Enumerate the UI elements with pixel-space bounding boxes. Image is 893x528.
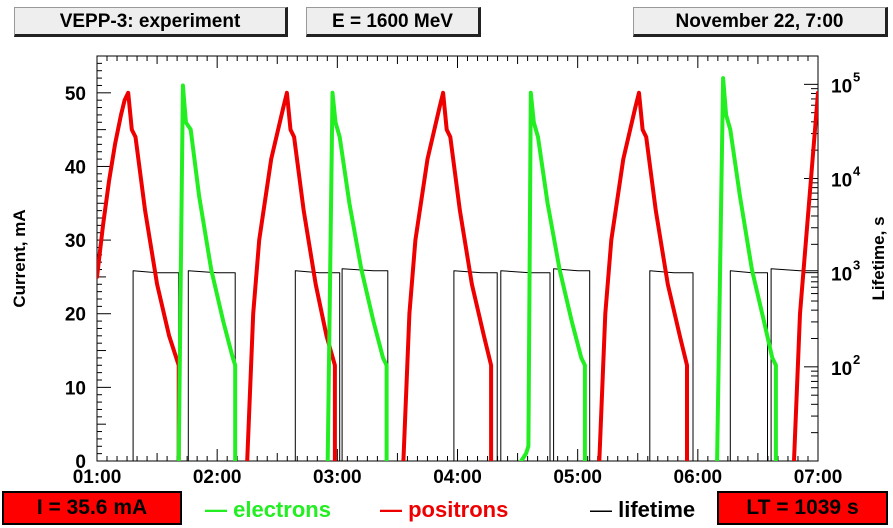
y2-axis-label: Lifetime, s bbox=[869, 216, 888, 300]
series-electrons-segment bbox=[715, 76, 778, 461]
y2-tick-exp: 5 bbox=[853, 69, 860, 84]
series-positrons-segment bbox=[597, 90, 689, 461]
series-lifetime-segment bbox=[553, 268, 591, 461]
x-tick-label: 03:00 bbox=[313, 467, 362, 488]
lifetime-status-box: LT = 1039 s bbox=[717, 491, 888, 525]
x-axis: 01:00 02:00 03:00 04:00 05:00 06:00 07:00 bbox=[73, 56, 843, 488]
x-tick-label: 01:00 bbox=[73, 467, 122, 488]
series-lifetime-segment bbox=[500, 270, 551, 461]
legend-electrons: — electrons bbox=[205, 497, 331, 523]
series-lifetime-segment bbox=[453, 270, 498, 461]
x-tick-label: 06:00 bbox=[674, 467, 723, 488]
y-tick-label: 20 bbox=[65, 305, 86, 326]
y2-tick-exp: 2 bbox=[853, 352, 860, 367]
datetime-box: November 22, 7:00 bbox=[633, 7, 888, 37]
y2-tick-base: 10 bbox=[831, 76, 852, 97]
x-tick-label: 02:00 bbox=[193, 467, 242, 488]
experiment-title: VEPP-3: experiment bbox=[59, 11, 241, 32]
series-electrons-segment bbox=[325, 90, 389, 461]
current-value: I = 35.6 mA bbox=[36, 496, 148, 519]
beam-energy: E = 1600 MeV bbox=[332, 11, 453, 32]
y2-tick-base: 10 bbox=[831, 359, 852, 380]
lifetime-value: LT = 1039 s bbox=[746, 496, 859, 519]
current-lifetime-chart: 01:00 02:00 03:00 04:00 05:00 06:00 07:0001020… bbox=[10, 55, 888, 488]
datetime-label: November 22, 7:00 bbox=[675, 11, 844, 32]
series-positrons-segment bbox=[245, 90, 337, 461]
plot-frame bbox=[96, 55, 819, 462]
y-tick-label: 0 bbox=[75, 452, 86, 473]
y2-tick-label: 10 5 bbox=[831, 69, 860, 97]
y-axis-label: Current, mA bbox=[10, 209, 29, 307]
series-positrons-segment bbox=[792, 90, 818, 461]
series-lifetime-segment bbox=[770, 268, 818, 461]
y2-tick-label: 10 4 bbox=[831, 164, 861, 192]
x-tick-label: 04:00 bbox=[433, 467, 482, 488]
series-lifetime-segment bbox=[341, 268, 389, 461]
series-lifetime-segment bbox=[729, 270, 768, 461]
series-lifetime-segment bbox=[132, 270, 180, 461]
current-status-box: I = 35.6 mA bbox=[2, 491, 182, 525]
y-tick-label: 30 bbox=[65, 231, 86, 252]
series-lifetime-segment bbox=[294, 270, 341, 461]
series-positrons-segment bbox=[97, 90, 181, 461]
y-tick-label: 10 bbox=[65, 378, 86, 399]
legend-positrons-label: — positrons bbox=[380, 497, 509, 522]
legend-electrons-label: — electrons bbox=[205, 497, 331, 522]
series-electrons bbox=[176, 76, 778, 461]
x-tick-label: 07:00 bbox=[794, 467, 843, 488]
y2-tick-label: 10 2 bbox=[831, 352, 860, 380]
series-electrons-segment bbox=[519, 90, 587, 461]
legend-lifetime: — lifetime bbox=[590, 497, 695, 523]
energy-box: E = 1600 MeV bbox=[306, 7, 481, 37]
series-electrons-segment bbox=[176, 83, 238, 461]
y2-tick-exp: 3 bbox=[853, 258, 860, 273]
y2-tick-label: 10 3 bbox=[831, 258, 860, 286]
x-tick-label: 05:00 bbox=[553, 467, 602, 488]
y-tick-label: 50 bbox=[65, 84, 86, 105]
y2-tick-base: 10 bbox=[831, 265, 852, 286]
series-lifetime-segment bbox=[187, 270, 236, 461]
legend-lifetime-label: lifetime bbox=[618, 497, 696, 522]
y2-tick-base: 10 bbox=[831, 171, 852, 192]
legend-lifetime-dash: — bbox=[590, 497, 612, 522]
series-lifetime-segment bbox=[649, 270, 694, 461]
experiment-title-box: VEPP-3: experiment bbox=[14, 7, 288, 37]
y2-tick-exp: 4 bbox=[853, 164, 861, 179]
y-tick-label: 40 bbox=[65, 157, 86, 178]
legend-positrons: — positrons bbox=[380, 497, 508, 523]
series-positrons-segment bbox=[401, 90, 494, 461]
y-axis-left: 0 10 20 30 40 50 Current, mA bbox=[10, 55, 111, 473]
series-positrons bbox=[97, 90, 818, 461]
